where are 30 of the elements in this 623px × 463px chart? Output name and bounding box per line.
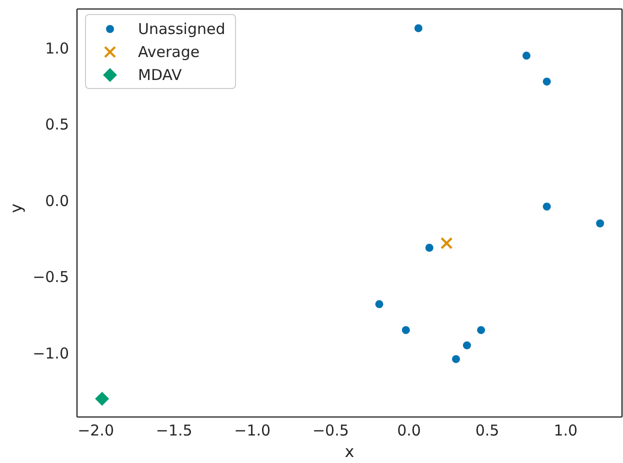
y-tick-label: −1.0 xyxy=(32,344,69,362)
point xyxy=(440,237,453,250)
x-tick-label: 1.0 xyxy=(554,422,578,440)
y-tick-label: −0.5 xyxy=(32,268,69,286)
point xyxy=(542,78,551,86)
point xyxy=(402,326,410,334)
x-tick-label: 0.5 xyxy=(475,422,500,440)
point xyxy=(477,326,486,334)
y-tick-label: 0.5 xyxy=(45,116,69,134)
x-tick-label: −0.5 xyxy=(312,422,349,440)
y-axis-title: y xyxy=(6,204,26,213)
x-tick-label: 0.0 xyxy=(397,422,421,440)
point xyxy=(375,300,384,308)
x-tick-label: −1.5 xyxy=(156,422,192,440)
point xyxy=(95,392,110,406)
x-tick-label: −1.0 xyxy=(234,422,271,440)
legend-label: Average xyxy=(138,42,200,60)
point xyxy=(425,244,434,252)
x-tick-label: −2.0 xyxy=(78,422,114,440)
point xyxy=(414,24,422,32)
legend-label: MDAV xyxy=(138,66,182,84)
y-tick-label: 1.0 xyxy=(45,39,69,58)
point xyxy=(462,341,471,350)
x-axis-title: x xyxy=(344,442,354,461)
point xyxy=(452,355,460,364)
point xyxy=(542,202,551,211)
legend-label: Unassigned xyxy=(138,20,226,38)
point xyxy=(596,219,604,228)
point xyxy=(522,52,530,60)
y-tick-label: 0.0 xyxy=(45,192,69,210)
